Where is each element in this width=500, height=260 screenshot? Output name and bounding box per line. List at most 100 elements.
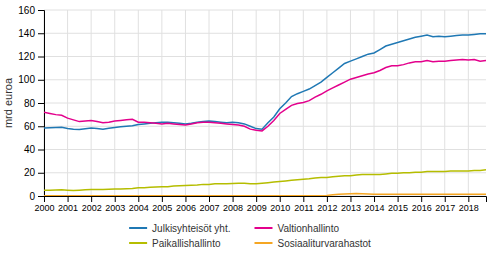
tick-label: 2014 [365, 203, 385, 213]
tick-label: 2015 [388, 203, 408, 213]
tick: 2008 [223, 196, 243, 213]
plot: 2000200120022003200420052006200720082009… [18, 5, 486, 214]
y-axis-label: mrd euroa [2, 77, 14, 128]
tick-label: 2018 [459, 203, 479, 213]
tick-mark [398, 196, 399, 202]
tick-mark [38, 173, 44, 174]
tick-label: 20 [24, 167, 36, 178]
grid-line-y [44, 103, 486, 104]
tick: 2000 [34, 196, 54, 213]
tick-label: 160 [18, 5, 35, 16]
tick-mark [209, 196, 210, 202]
tick-mark [115, 196, 116, 202]
tick: 40 [24, 144, 44, 155]
tick-mark [256, 196, 257, 202]
tick-mark [91, 196, 92, 202]
tick-label: 2016 [412, 203, 432, 213]
tick-label: 0 [29, 191, 35, 202]
tick-mark [327, 196, 328, 202]
tick-label: 2001 [58, 203, 78, 213]
tick: 2001 [58, 196, 78, 213]
series-line [44, 34, 486, 130]
series-line [44, 193, 486, 195]
tick-label: 2008 [223, 203, 243, 213]
tick: 2005 [152, 196, 172, 213]
tick-label: 40 [24, 144, 36, 155]
tick-label: 100 [18, 74, 35, 85]
legend-item: Paikallishallinto [129, 238, 221, 249]
tick-mark [185, 196, 186, 202]
tick-label: 60 [24, 121, 36, 132]
tick-mark [38, 57, 44, 58]
y-axis: 0 20 40 60 80 100 120 140 160 [18, 5, 44, 202]
x-axis: 2000200120022003200420052006200720082009… [34, 196, 486, 213]
legend-label: Valtionhallinto [277, 223, 339, 234]
tick-label: 2004 [129, 203, 149, 213]
legend: Julkisyhteisöt yht. Valtionhallinto Paikal… [129, 223, 371, 249]
tick-label: 2011 [294, 203, 313, 213]
tick-mark [38, 126, 44, 127]
legend-swatch [254, 227, 272, 229]
grid-line-y [44, 79, 486, 80]
tick-label: 140 [18, 28, 35, 39]
legend-label: Julkisyhteisöt yht. [152, 223, 230, 234]
tick: 2016 [412, 196, 432, 213]
tick: 2007 [199, 196, 219, 213]
tick-label: 2006 [176, 203, 196, 213]
tick-label: 2013 [341, 203, 361, 213]
axis-line [45, 197, 487, 203]
tick-label: 2007 [199, 203, 219, 213]
tick-label: 2003 [105, 203, 125, 213]
tick-mark [468, 196, 469, 202]
tick-mark [350, 196, 351, 202]
tick: 2003 [105, 196, 125, 213]
tick: 160 [18, 5, 44, 16]
tick-mark [38, 103, 44, 104]
tick-mark [280, 196, 281, 202]
tick-mark [38, 196, 44, 197]
tick-mark [421, 196, 422, 202]
tick-mark [445, 196, 446, 202]
tick-label: 2000 [34, 203, 54, 213]
tick-mark [374, 196, 375, 202]
tick: 2015 [388, 196, 408, 213]
grid [44, 10, 486, 196]
tick-label: 2002 [82, 203, 102, 213]
tick-label: 2010 [270, 203, 290, 213]
tick: 2010 [270, 196, 290, 213]
tick: 2002 [82, 196, 102, 213]
tick-label: 80 [24, 98, 36, 109]
tick-mark [162, 196, 163, 202]
tick-mark [38, 10, 44, 11]
tick: 2009 [247, 196, 267, 213]
grid-line-y [44, 149, 486, 150]
tick-label: 2005 [152, 203, 172, 213]
lines [44, 34, 486, 196]
tick: 2017 [435, 196, 455, 213]
tick: 2012 [317, 196, 337, 213]
legend-swatch [129, 227, 147, 229]
tick: 80 [24, 98, 44, 109]
tick: 2013 [341, 196, 361, 213]
legend-item: Julkisyhteisöt yht. [129, 223, 230, 234]
tick-mark [233, 196, 234, 202]
tick: 2014 [365, 196, 385, 213]
tick: 140 [18, 28, 44, 39]
tick-label: 2009 [247, 203, 267, 213]
axis-line [38, 11, 45, 197]
legend-item: Valtionhallinto [254, 223, 339, 234]
tick: 2006 [176, 196, 196, 213]
tick-mark [38, 80, 44, 81]
series-line [44, 59, 486, 130]
tick: 2011 [294, 196, 313, 213]
tick-mark [38, 33, 44, 34]
tick: 2004 [129, 196, 149, 213]
tick-mark [68, 196, 69, 202]
tick-mark [303, 196, 304, 202]
series-line [44, 170, 486, 191]
grid-line-y [44, 56, 486, 57]
chart: 2000200120022003200420052006200720082009… [0, 0, 500, 260]
tick: 120 [18, 51, 44, 62]
tick-label: 120 [18, 51, 35, 62]
legend-item: Sosiaaliturvarahastot [254, 238, 371, 249]
